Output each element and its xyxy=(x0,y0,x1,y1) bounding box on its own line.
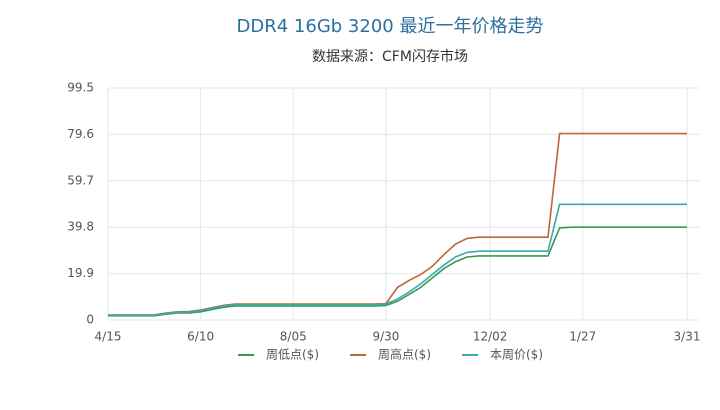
x-tick-label: 6/10 xyxy=(187,330,214,344)
series-line xyxy=(108,226,687,317)
series-line xyxy=(108,132,687,316)
legend-label: 本周价($) xyxy=(490,348,543,362)
y-tick-label: 0 xyxy=(86,313,94,327)
x-tick-label: 12/02 xyxy=(473,330,508,344)
x-tick-label: 4/15 xyxy=(95,330,122,344)
x-tick-label: 1/27 xyxy=(569,330,596,344)
y-tick-label: 19.9 xyxy=(67,266,94,280)
y-tick-label: 79.6 xyxy=(67,127,94,141)
legend-label: 周低点($) xyxy=(266,348,319,362)
x-tick-label: 8/05 xyxy=(280,330,307,344)
x-tick-label: 9/30 xyxy=(372,330,399,344)
series-line xyxy=(108,203,687,317)
y-tick-label: 99.5 xyxy=(67,81,94,95)
y-tick-label: 59.7 xyxy=(67,173,94,187)
chart-title: DDR4 16Gb 3200 最近一年价格走势 xyxy=(237,16,544,37)
legend-label: 周高点($) xyxy=(378,347,431,362)
x-tick-label: 3/31 xyxy=(674,330,701,344)
chart-subtitle: 数据来源：CFM闪存市场 xyxy=(312,48,468,65)
y-tick-label: 39.8 xyxy=(67,220,94,234)
